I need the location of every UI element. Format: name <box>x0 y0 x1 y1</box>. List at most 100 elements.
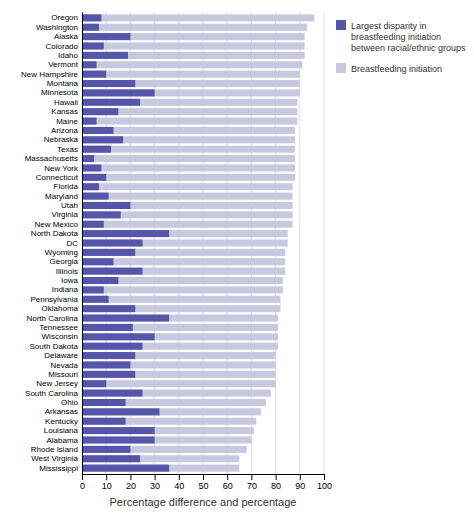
bar <box>82 333 278 340</box>
tick: 50 <box>198 474 208 491</box>
bar <box>82 24 99 31</box>
tick-label: Minnesota <box>41 88 78 97</box>
tick-label: Washington <box>36 23 78 32</box>
tick: 80 <box>271 474 281 491</box>
bar <box>82 361 130 368</box>
tick: Texas <box>57 145 82 154</box>
tick-label: Kentucky <box>45 417 78 426</box>
bar <box>82 61 97 68</box>
tick-label: Arkansas <box>45 407 78 416</box>
bar <box>82 42 305 49</box>
bar <box>82 108 118 115</box>
bar <box>82 164 295 171</box>
tick: Vermont <box>48 60 82 69</box>
tick-label: Virginia <box>51 210 78 219</box>
bar <box>82 315 278 322</box>
tick: Nevada <box>50 361 82 370</box>
tick: Missouri <box>48 370 82 379</box>
tick-label: New Hampshire <box>21 70 78 79</box>
bar <box>82 390 143 397</box>
legend-swatch <box>336 63 346 73</box>
tick: Utah <box>61 201 82 210</box>
tick: Illinois <box>56 267 82 276</box>
tick-label: New Jersey <box>36 379 78 388</box>
bar <box>82 258 285 265</box>
tick: 70 <box>247 474 257 491</box>
bar <box>82 427 155 434</box>
bar <box>82 155 295 162</box>
tick: DC <box>66 239 82 248</box>
bar <box>82 352 276 359</box>
bar <box>82 361 276 368</box>
tick-label: Alaska <box>54 32 79 41</box>
tick-label: Hawaii <box>54 98 78 107</box>
bar <box>82 446 247 453</box>
bar <box>82 193 293 200</box>
tick-label: DC <box>66 239 78 248</box>
tick: Alaska <box>54 32 82 41</box>
tick: Maryland <box>45 192 82 201</box>
bar <box>82 211 293 218</box>
tick-label: Texas <box>57 145 78 154</box>
tick: Hawaii <box>54 98 82 107</box>
bar <box>82 71 300 78</box>
tick-label: North Dakota <box>31 229 79 238</box>
tick-label: Ohio <box>61 398 78 407</box>
tick-mark <box>251 474 252 480</box>
bar <box>82 80 300 87</box>
tick-label: Florida <box>54 182 79 191</box>
x-axis-label: Percentage difference and percentage <box>110 496 297 508</box>
tick: Delaware <box>44 351 82 360</box>
tick: Mississippi <box>39 464 82 473</box>
bar <box>82 427 254 434</box>
tick: Massachusetts <box>25 154 82 163</box>
bar <box>82 399 126 406</box>
tick: New Hampshire <box>21 70 82 79</box>
tick: Kansas <box>51 107 82 116</box>
bar <box>82 286 283 293</box>
bar <box>82 118 297 125</box>
tick-mark <box>155 474 156 480</box>
bar <box>82 352 135 359</box>
tick-label: Louisiana <box>44 426 79 435</box>
tick: Arizona <box>51 126 82 135</box>
bar <box>82 230 169 237</box>
tick-label: 60 <box>223 481 233 491</box>
tick: New Jersey <box>36 379 82 388</box>
bar <box>82 296 109 303</box>
bar <box>82 164 101 171</box>
bar <box>82 52 128 59</box>
bar <box>82 61 302 68</box>
tick: Minnesota <box>41 88 82 97</box>
bar <box>82 80 135 87</box>
tick: Kentucky <box>45 417 82 426</box>
bar <box>82 249 135 256</box>
bar <box>82 202 130 209</box>
tick-mark <box>130 474 131 480</box>
bar <box>82 296 280 303</box>
bar <box>82 127 113 134</box>
bar <box>82 136 123 143</box>
tick-mark <box>179 474 180 480</box>
tick: 40 <box>174 474 184 491</box>
tick: Indiana <box>52 285 82 294</box>
bar <box>82 221 104 228</box>
tick: 100 <box>317 474 332 491</box>
bar <box>82 465 239 472</box>
bar <box>82 136 295 143</box>
tick-label: South Dakota <box>30 342 79 351</box>
bar <box>82 24 307 31</box>
legend-item: Breastfeeding initiation <box>336 63 442 74</box>
bar <box>82 268 143 275</box>
bar <box>82 127 295 134</box>
bar <box>82 446 130 453</box>
x-axis: 0102030405060708090100 <box>80 474 332 491</box>
bar <box>82 305 135 312</box>
bar <box>82 343 143 350</box>
tick-label: Missouri <box>48 370 78 379</box>
grid <box>82 12 324 474</box>
bar <box>82 286 104 293</box>
tick: 0 <box>80 474 85 491</box>
tick-label: Illinois <box>56 267 78 276</box>
bar <box>82 174 295 181</box>
